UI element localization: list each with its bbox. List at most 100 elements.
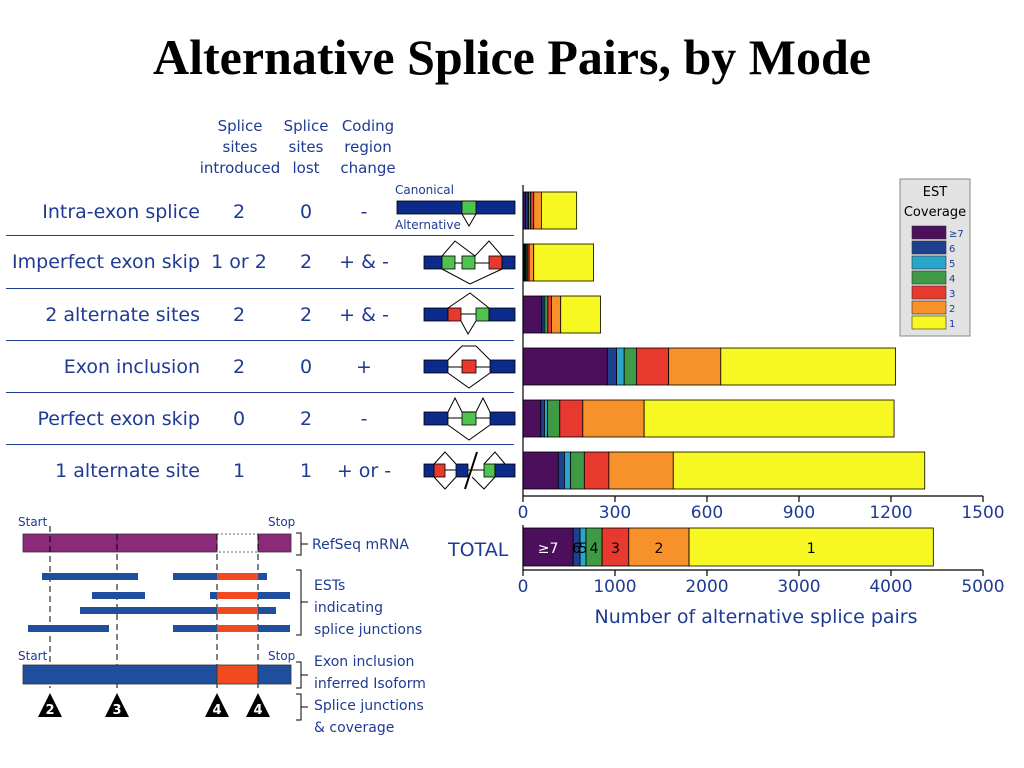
x-tick-label: 4000 [869,577,912,597]
row-label-intra-exon: Intra-exon splice [42,201,200,223]
junction-marker-count: 3 [112,703,121,718]
icon-exon-inclusion [423,345,516,389]
x-tick-label: 1500 [961,503,1004,523]
bar-segment [688,527,934,567]
chart-mode-bars [522,191,926,490]
est-reads [28,573,290,632]
cell-introduced: 2 [232,201,246,223]
legend-label: 3 [949,289,955,300]
x-axis-label: Number of alternative splice pairs [594,606,917,628]
isoform-label: inferred Isoform [314,676,426,692]
cell-lost: 0 [299,356,313,378]
refseq-exon [22,533,218,553]
legend-title: Coverage [904,205,966,220]
icon-2-alternate-sites [423,292,516,336]
legend-swatch [911,315,947,330]
icon-1-alternate-site [423,451,516,490]
bar-segment [623,347,637,386]
start-label: Start [18,515,48,529]
junction-marker: 2 [38,693,62,718]
bar-segment [583,451,610,490]
cell-introduced: 2 [232,356,246,378]
bar-segment [522,399,542,438]
bar-segment [582,399,645,438]
header-line: sites [222,138,258,156]
x-tick-label: 3000 [777,577,820,597]
row-separator [6,392,514,393]
bar-segment [606,347,617,386]
row-separator [6,288,514,289]
legend-label: ≥7 [949,229,964,240]
isoform-stop-label: Stop [268,649,295,663]
segment-label: 3 [611,541,620,557]
x-tick-label: 900 [783,503,815,523]
legend-title: EST [923,185,947,200]
cell-introduced: 2 [232,304,246,326]
row-separator [6,340,514,341]
cell-introduced: 1 [232,460,246,482]
bar-segment [557,451,565,490]
x-tick-label: 2000 [685,577,728,597]
legend-swatch [911,285,947,300]
row-separator [6,444,514,445]
cell-coding: - [360,201,368,223]
junction-marker-count: 2 [45,703,54,718]
slide-title: Alternative Splice Pairs, by Mode [153,29,871,85]
icon-perfect-exon-skip [423,396,516,441]
row-label-exon-inclusion: Exon inclusion [63,356,200,378]
total-label: TOTAL [447,539,509,561]
cell-coding: + or - [336,460,392,482]
legend-label: 1 [949,319,955,330]
junction-marker: 4 [246,693,270,718]
legend-swatch [911,255,947,270]
bar-segment [547,295,552,334]
bar-segment [560,295,601,334]
bar-segment [720,347,896,386]
isoform-exon [22,664,218,685]
junction-label: & coverage [314,720,394,736]
bar-segment [601,527,630,567]
bar-segment [528,243,535,282]
canonical-label: Canonical [395,183,454,197]
cell-coding: + & - [339,251,389,273]
bar-segment [636,347,670,386]
bar-segment [544,399,548,438]
segment-label: 1 [807,541,816,557]
junction-marker-count: 4 [212,703,221,718]
cell-lost: 2 [299,251,313,273]
cell-introduced: 1 or 2 [211,251,267,273]
row-label-2-alternate-sites: 2 alternate sites [45,304,200,326]
legend-label: 5 [949,259,955,270]
bar-segment [522,527,574,567]
header-line: sites [288,138,324,156]
isoform-start-label: Start [18,649,48,663]
bar-segment [533,191,542,230]
segment-label: 5 [579,541,588,557]
row-separator [6,235,514,236]
cell-lost: 2 [299,304,313,326]
junction-marker: 4 [205,693,229,718]
isoform-exon [257,664,292,685]
bar-segment [672,451,926,490]
ests-label: ESTs [314,578,345,594]
header-line: introduced [199,159,281,177]
legend-label: 2 [949,304,955,315]
header-line: region [344,138,392,156]
schematic: Start Stop Start S [18,515,426,736]
legend-swatch [911,270,947,285]
chart-mode-axis: 0 300 600 900 1200 1500 [518,185,1005,523]
header-line: lost [292,159,320,177]
legend-label: 4 [949,274,955,285]
ests-label: indicating [314,600,383,616]
header-line: change [340,159,396,177]
legend-label: 6 [949,244,955,255]
x-tick-label: 1200 [869,503,912,523]
bar-segment [628,527,690,567]
segment-label: 2 [654,541,663,557]
bar-segment [533,243,594,282]
bar-segment [616,347,625,386]
cell-lost: 2 [299,408,313,430]
legend-items: ≥7 6 5 4 3 2 1 [911,225,964,330]
cell-coding: - [360,408,368,430]
